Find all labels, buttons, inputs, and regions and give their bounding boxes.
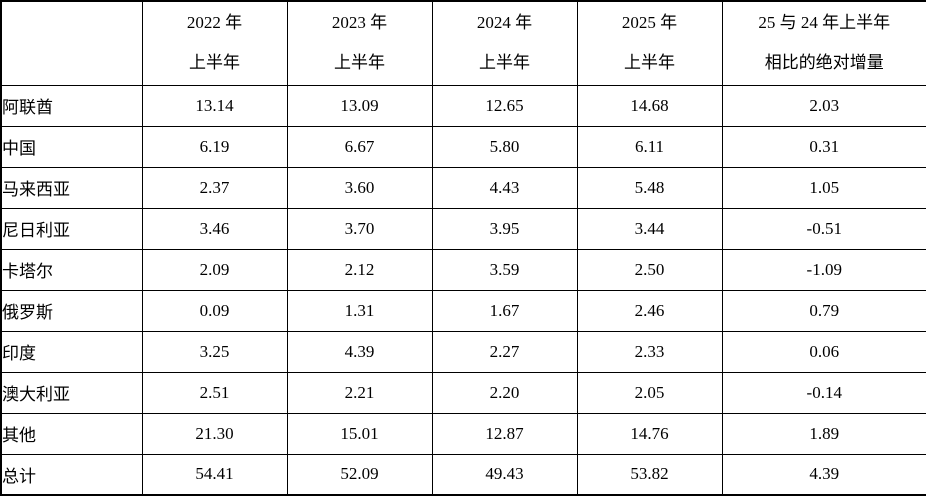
- cell-value: 2.46: [577, 290, 722, 331]
- cell-value: 2.50: [577, 249, 722, 290]
- row-label: 俄罗斯: [1, 290, 142, 331]
- cell-value: 15.01: [287, 413, 432, 454]
- table-row-others: 其他 21.30 15.01 12.87 14.76 1.89: [1, 413, 926, 454]
- cell-value: 52.09: [287, 454, 432, 495]
- column-header-2023: 2023 年 上半年: [287, 1, 432, 85]
- cell-value: -1.09: [722, 249, 926, 290]
- cell-value: 2.12: [287, 249, 432, 290]
- row-label: 中国: [1, 126, 142, 167]
- cell-value: 14.68: [577, 85, 722, 126]
- cell-value: 12.65: [432, 85, 577, 126]
- cell-value: 2.21: [287, 372, 432, 413]
- cell-value: 0.06: [722, 331, 926, 372]
- row-label: 马来西亚: [1, 167, 142, 208]
- row-label: 澳大利亚: [1, 372, 142, 413]
- row-label: 其他: [1, 413, 142, 454]
- cell-value: 2.37: [142, 167, 287, 208]
- table-row-nigeria: 尼日利亚 3.46 3.70 3.95 3.44 -0.51: [1, 208, 926, 249]
- table-row-qatar: 卡塔尔 2.09 2.12 3.59 2.50 -1.09: [1, 249, 926, 290]
- table-row-russia: 俄罗斯 0.09 1.31 1.67 2.46 0.79: [1, 290, 926, 331]
- cell-value: -0.51: [722, 208, 926, 249]
- cell-value: 13.14: [142, 85, 287, 126]
- cell-value: 3.70: [287, 208, 432, 249]
- cell-value: 3.59: [432, 249, 577, 290]
- cell-value: 0.79: [722, 290, 926, 331]
- cell-value: 3.60: [287, 167, 432, 208]
- column-header-2022-line2: 上半年: [143, 43, 287, 83]
- cell-value: 2.03: [722, 85, 926, 126]
- cell-value: 2.05: [577, 372, 722, 413]
- cell-value: 6.67: [287, 126, 432, 167]
- column-header-2025: 2025 年 上半年: [577, 1, 722, 85]
- cell-value: 4.39: [722, 454, 926, 495]
- header-row: 2022 年 上半年 2023 年 上半年 2024 年 上半年 2025 年 …: [1, 1, 926, 85]
- cell-value: 21.30: [142, 413, 287, 454]
- row-label: 总计: [1, 454, 142, 495]
- cell-value: 12.87: [432, 413, 577, 454]
- row-label: 印度: [1, 331, 142, 372]
- cell-value: 4.43: [432, 167, 577, 208]
- cell-value: 53.82: [577, 454, 722, 495]
- cell-value: 54.41: [142, 454, 287, 495]
- column-header-delta-line1: 25 与 24 年上半年: [723, 3, 926, 43]
- cell-value: 5.48: [577, 167, 722, 208]
- column-header-2022: 2022 年 上半年: [142, 1, 287, 85]
- row-label: 尼日利亚: [1, 208, 142, 249]
- column-header-2025-line2: 上半年: [578, 43, 722, 83]
- column-header-delta-line2: 相比的绝对增量: [723, 43, 926, 83]
- cell-value: 6.11: [577, 126, 722, 167]
- cell-value: 2.51: [142, 372, 287, 413]
- column-header-2024: 2024 年 上半年: [432, 1, 577, 85]
- table-row-total: 总计 54.41 52.09 49.43 53.82 4.39: [1, 454, 926, 495]
- row-label: 阿联酋: [1, 85, 142, 126]
- table-row-uae: 阿联酋 13.14 13.09 12.65 14.68 2.03: [1, 85, 926, 126]
- cell-value: 2.09: [142, 249, 287, 290]
- cell-value: 2.27: [432, 331, 577, 372]
- table-row-malaysia: 马来西亚 2.37 3.60 4.43 5.48 1.05: [1, 167, 926, 208]
- cell-value: 6.19: [142, 126, 287, 167]
- cell-value: 1.31: [287, 290, 432, 331]
- cell-value: 2.20: [432, 372, 577, 413]
- cell-value: 0.31: [722, 126, 926, 167]
- cell-value: 13.09: [287, 85, 432, 126]
- column-header-2023-line2: 上半年: [288, 43, 432, 83]
- column-header-2022-line1: 2022 年: [143, 3, 287, 43]
- cell-value: 5.80: [432, 126, 577, 167]
- column-header-2025-line1: 2025 年: [578, 3, 722, 43]
- cell-value: 3.25: [142, 331, 287, 372]
- cell-value: 0.09: [142, 290, 287, 331]
- cell-value: 49.43: [432, 454, 577, 495]
- cell-value: 3.46: [142, 208, 287, 249]
- column-header-2023-line1: 2023 年: [288, 3, 432, 43]
- cell-value: 3.95: [432, 208, 577, 249]
- table-row-china: 中国 6.19 6.67 5.80 6.11 0.31: [1, 126, 926, 167]
- row-label: 卡塔尔: [1, 249, 142, 290]
- cell-value: -0.14: [722, 372, 926, 413]
- cell-value: 4.39: [287, 331, 432, 372]
- table-row-australia: 澳大利亚 2.51 2.21 2.20 2.05 -0.14: [1, 372, 926, 413]
- cell-value: 3.44: [577, 208, 722, 249]
- corner-header-cell: [1, 1, 142, 85]
- column-header-2024-line2: 上半年: [433, 43, 577, 83]
- cell-value: 1.89: [722, 413, 926, 454]
- cell-value: 14.76: [577, 413, 722, 454]
- cell-value: 1.05: [722, 167, 926, 208]
- table-row-india: 印度 3.25 4.39 2.27 2.33 0.06: [1, 331, 926, 372]
- column-header-2024-line1: 2024 年: [433, 3, 577, 43]
- cell-value: 1.67: [432, 290, 577, 331]
- column-header-delta-25-vs-24: 25 与 24 年上半年 相比的绝对增量: [722, 1, 926, 85]
- cell-value: 2.33: [577, 331, 722, 372]
